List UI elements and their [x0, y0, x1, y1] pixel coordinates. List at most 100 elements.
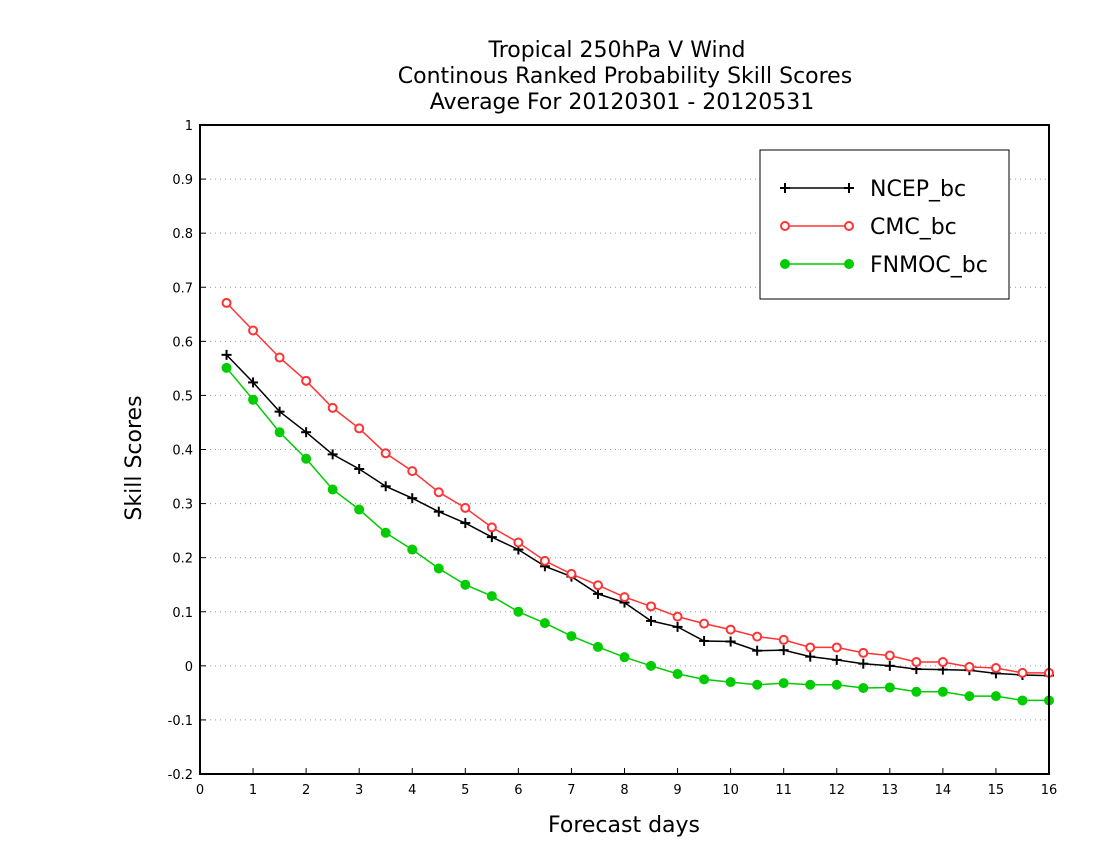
point-fnmoc-bc [592, 641, 603, 652]
point-fnmoc-bc [752, 679, 763, 690]
legend: NCEP_bc CMC_bc FNMOC_bc [759, 149, 1010, 300]
point-fnmoc-bc [884, 682, 895, 693]
point-cmc-bc [858, 647, 869, 658]
x-tick-label: 1 [249, 783, 257, 798]
point-ncep-bc [407, 493, 418, 504]
point-cmc-bc [460, 502, 471, 513]
point-fnmoc-bc [380, 527, 391, 538]
point-fnmoc-bc [513, 606, 524, 617]
x-tick-label: 11 [775, 783, 792, 798]
point-fnmoc-bc [831, 679, 842, 690]
point-cmc-bc [964, 661, 975, 672]
point-fnmoc-bc [672, 668, 683, 679]
point-fnmoc-bc [646, 660, 657, 671]
x-tick-label: 0 [196, 783, 204, 798]
data-series [221, 297, 1054, 706]
point-fnmoc-bc [327, 484, 338, 495]
legend-label: CMC_bc [870, 215, 957, 240]
point-cmc-bc [380, 448, 391, 459]
y-tick-label: 0.1 [172, 606, 193, 621]
point-cmc-bc [566, 568, 577, 579]
y-tick-label: 0.9 [172, 173, 193, 188]
legend-marker [780, 221, 790, 231]
point-ncep-bc [858, 658, 869, 669]
series-line-ncep-bc [225, 354, 1050, 677]
point-fnmoc-bc [911, 686, 922, 697]
x-tick-label: 16 [1041, 783, 1058, 798]
legend-box [759, 149, 1010, 300]
x-tick-label: 4 [408, 783, 416, 798]
point-ncep-bc [433, 506, 444, 517]
point-fnmoc-bc [1017, 695, 1028, 706]
point-ncep-bc [221, 349, 232, 360]
point-fnmoc-bc [964, 691, 975, 702]
x-tick-label: 12 [828, 783, 845, 798]
point-ncep-bc [646, 615, 657, 626]
point-ncep-bc [805, 651, 816, 662]
series-line-cmc-bc [225, 302, 1049, 674]
point-fnmoc-bc [354, 504, 365, 515]
point-cmc-bc [725, 624, 736, 635]
point-cmc-bc [248, 325, 259, 336]
point-ncep-bc [354, 463, 365, 474]
point-ncep-bc [327, 449, 338, 460]
axis-ticks: -0.2-0.100.10.20.30.40.50.60.70.80.910 1 2… [168, 119, 1058, 798]
point-cmc-bc [911, 657, 922, 668]
legend-item-cmc-bc: CMC_bc [780, 215, 957, 240]
point-ncep-bc [301, 427, 312, 438]
point-ncep-bc [725, 636, 736, 647]
point-cmc-bc [433, 487, 444, 498]
legend-label: FNMOC_bc [870, 253, 988, 278]
point-ncep-bc [752, 645, 763, 656]
legend-marker [844, 259, 854, 269]
point-cmc-bc [778, 634, 789, 645]
legend-label: NCEP_bc [870, 177, 966, 202]
point-cmc-bc [513, 537, 524, 548]
point-cmc-bc [884, 650, 895, 661]
y-tick-label: 0.3 [172, 498, 193, 513]
point-cmc-bc [646, 601, 657, 612]
point-cmc-bc [486, 522, 497, 533]
point-cmc-bc [831, 642, 842, 653]
legend-item-ncep-bc: NCEP_bc [780, 177, 966, 202]
point-fnmoc-bc [778, 678, 789, 689]
y-tick-label: 0.6 [172, 335, 193, 350]
legend-item-fnmoc-bc: FNMOC_bc [780, 253, 988, 278]
y-tick-label: 0.2 [172, 552, 193, 567]
point-ncep-bc [380, 481, 391, 492]
x-tick-label: 14 [935, 783, 952, 798]
point-fnmoc-bc [539, 618, 550, 629]
x-tick-label: 15 [988, 783, 1005, 798]
point-ncep-bc [884, 660, 895, 671]
legend-marker [780, 183, 790, 193]
point-fnmoc-bc [805, 679, 816, 690]
point-cmc-bc [327, 402, 338, 413]
legend-marker [844, 221, 854, 231]
y-tick-label: 1 [185, 119, 193, 134]
point-fnmoc-bc [221, 362, 232, 373]
point-ncep-bc [486, 532, 497, 543]
x-tick-label: 10 [722, 783, 739, 798]
y-tick-label: 0.8 [172, 227, 193, 242]
y-tick-label: -0.1 [168, 714, 193, 729]
point-cmc-bc [592, 580, 603, 591]
point-fnmoc-bc [990, 691, 1001, 702]
chart-title-line-3: Average For 20120301 - 20120531 [430, 90, 815, 115]
chart-title-line-1: Tropical 250hPa V Wind [487, 38, 745, 63]
point-cmc-bc [407, 466, 418, 477]
point-fnmoc-bc [248, 394, 259, 405]
y-tick-label: 0.4 [172, 444, 193, 459]
legend-marker [844, 183, 854, 193]
point-cmc-bc [699, 618, 710, 629]
point-fnmoc-bc [699, 674, 710, 685]
point-ncep-bc [831, 654, 842, 665]
legend-marker [780, 259, 790, 269]
y-tick-label: -0.2 [168, 768, 193, 783]
plot-frame [199, 124, 1050, 775]
point-ncep-bc [672, 621, 683, 632]
point-cmc-bc [672, 611, 683, 622]
point-ncep-bc [699, 635, 710, 646]
point-ncep-bc [778, 645, 789, 656]
point-cmc-bc [1017, 667, 1028, 678]
